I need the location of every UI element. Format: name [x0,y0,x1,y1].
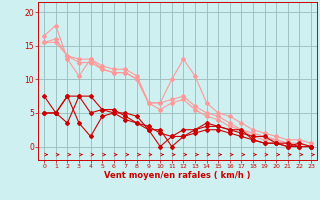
X-axis label: Vent moyen/en rafales ( km/h ): Vent moyen/en rafales ( km/h ) [104,171,251,180]
